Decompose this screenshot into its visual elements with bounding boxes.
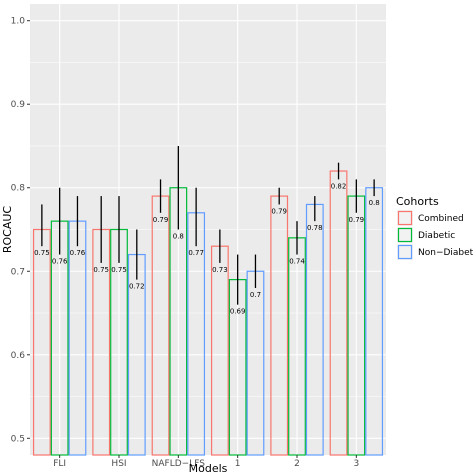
bar: [228, 279, 247, 456]
data-label: 0.75: [111, 266, 127, 274]
data-label: 0.77: [188, 249, 204, 257]
data-label: 0.75: [34, 249, 50, 257]
x-tick-label: 3: [353, 459, 359, 469]
legend-title: Cohorts: [396, 195, 439, 208]
data-labels: 0.750.750.790.730.790.820.760.750.80.690…: [34, 182, 380, 315]
bar: [329, 170, 348, 456]
data-label: 0.8: [173, 233, 184, 241]
y-axis-title: ROCAUC: [1, 206, 14, 254]
y-axis-ticks: 0.5 0.6 0.7 0.8 0.9 1.0: [11, 17, 30, 444]
data-label: 0.72: [129, 283, 145, 291]
y-tick-label: 0.9: [11, 100, 26, 110]
bar: [270, 195, 289, 456]
data-label: 0.69: [230, 308, 246, 316]
legend-label: Diabetic: [418, 231, 455, 241]
x-tick-label: 2: [294, 459, 300, 469]
legend-swatch: [397, 210, 413, 226]
y-tick-label: 0.7: [11, 267, 25, 277]
y-tick-label: 1.0: [11, 17, 26, 27]
legend-key-bg: [397, 244, 413, 260]
x-axis-title: Models: [189, 462, 228, 474]
data-label: 0.73: [212, 266, 228, 274]
bar: [110, 228, 128, 456]
data-label: 0.79: [271, 207, 287, 215]
x-tick-label: FLI: [53, 459, 66, 469]
bar: [151, 195, 170, 456]
error-bars: [41, 145, 375, 305]
legend-label: Non−Diabetic: [418, 248, 474, 258]
bar: [347, 195, 366, 456]
data-label: 0.76: [52, 258, 68, 266]
legend-swatch: [397, 227, 413, 243]
data-label: 0.76: [70, 249, 86, 257]
bar: [92, 228, 111, 456]
data-label: 0.82: [331, 182, 347, 190]
legend-swatch: [397, 244, 413, 260]
data-label: 0.78: [307, 224, 323, 232]
data-label: 0.8: [369, 199, 380, 207]
legend-key-bg: [397, 210, 413, 226]
bar: [288, 237, 306, 456]
bar: [32, 228, 51, 456]
y-tick-label: 0.5: [11, 434, 25, 444]
data-label: 0.74: [289, 258, 305, 266]
bar: [305, 203, 324, 456]
y-tick-label: 0.8: [11, 184, 26, 194]
x-axis-ticks: FLI HSI NAFLD−LFS 1 2 3: [53, 455, 359, 469]
data-label: 0.7: [250, 291, 261, 299]
x-tick-label: NAFLD−LFS: [152, 459, 206, 469]
data-label: 0.75: [93, 266, 109, 274]
y-tick-label: 0.6: [11, 351, 26, 361]
legend-label: Combined: [418, 214, 464, 224]
bar: [210, 245, 229, 456]
data-label: 0.79: [349, 216, 365, 224]
x-tick-label: 1: [235, 459, 241, 469]
bar: [365, 187, 384, 456]
legend: Cohorts Combined Diabetic Non−Diabetic: [396, 195, 474, 260]
data-label: 0.79: [153, 216, 169, 224]
x-tick-label: HSI: [111, 459, 126, 469]
legend-key-bg: [397, 227, 413, 243]
bar: [50, 220, 69, 456]
